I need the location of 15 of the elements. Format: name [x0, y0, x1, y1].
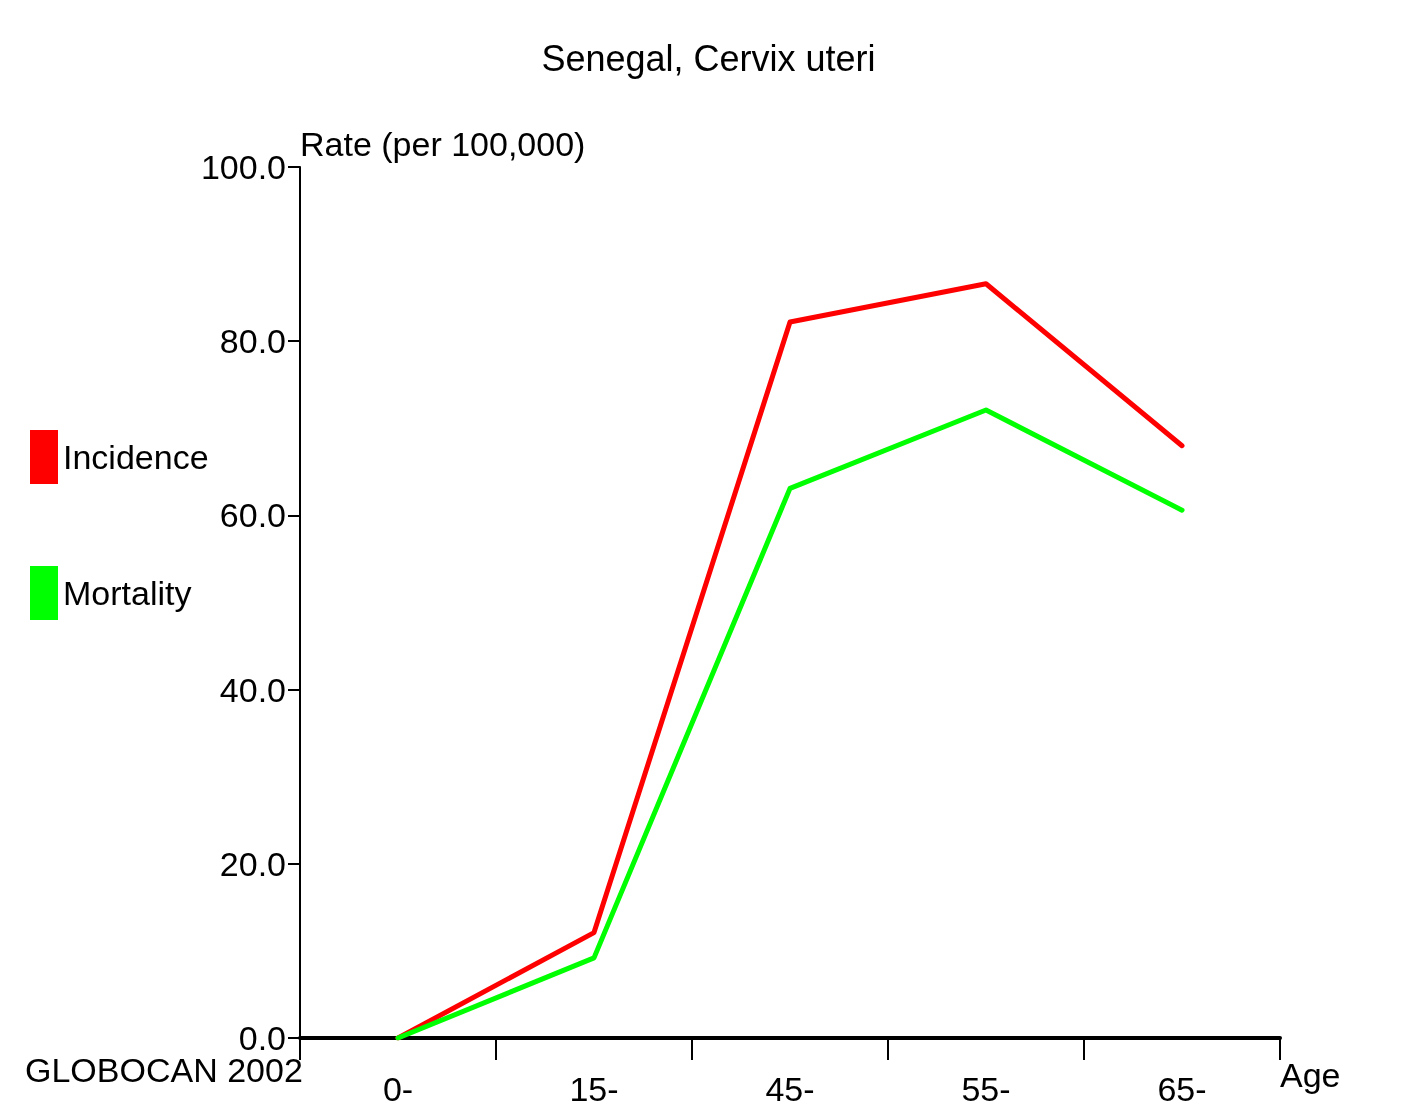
y-axis-title: Rate (per 100,000)	[300, 125, 586, 163]
x-tick-label: 0-	[382, 1070, 414, 1108]
legend-label: Incidence	[63, 438, 209, 476]
y-tick-label: 100.0	[200, 148, 286, 186]
x-axis-title: Age	[1280, 1056, 1341, 1094]
x-tick-label: 45-	[765, 1070, 815, 1108]
y-tick-label: 80.0	[219, 322, 286, 361]
chart-title: Senegal, Cervix uteri	[541, 37, 876, 79]
x-tick-label: 55-	[961, 1070, 1011, 1108]
y-tick-label: 40.0	[219, 670, 286, 709]
y-tick-label: 60.0	[219, 496, 286, 535]
x-tick-label: 15-	[569, 1070, 619, 1108]
y-tick-label: 20.0	[219, 844, 286, 883]
x-tick-label: 65-	[1157, 1070, 1207, 1108]
legend-label: Mortality	[63, 574, 192, 612]
